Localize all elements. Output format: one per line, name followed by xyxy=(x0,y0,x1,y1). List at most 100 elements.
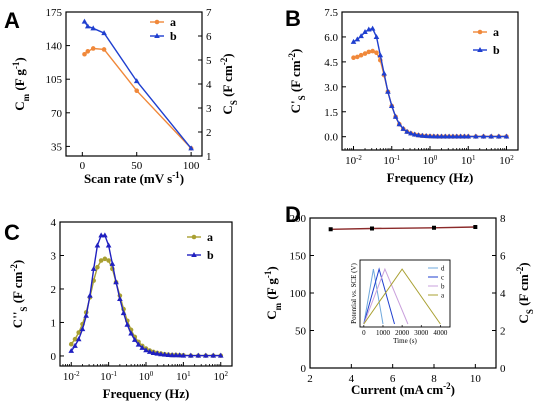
y-tick-label: 0.0 xyxy=(324,132,338,144)
x-tick-label: 10-2 xyxy=(63,370,80,383)
y2-tick-label: 5 xyxy=(206,55,212,67)
series-a-point xyxy=(90,46,96,51)
series-b-point xyxy=(98,232,104,238)
legend-label: a xyxy=(207,230,213,244)
series-b-point xyxy=(461,133,468,139)
x-axis-label: Scan rate (mV s-1) xyxy=(84,170,184,186)
y-tick-label: 140 xyxy=(46,41,63,53)
series-b-point xyxy=(369,25,376,31)
y2-tick-label: 2 xyxy=(206,127,212,139)
x-tick-label: 10-2 xyxy=(345,154,362,167)
y-tick-label: 175 xyxy=(46,7,63,19)
series-a-line xyxy=(353,50,507,138)
series-b-point xyxy=(415,132,422,138)
plot-frame xyxy=(65,11,203,157)
y-tick-label: 100 xyxy=(290,288,307,300)
y-tick-label: 4.5 xyxy=(324,57,338,69)
series-b-point xyxy=(438,133,445,139)
inset-x-tick-label: 0 xyxy=(362,329,366,337)
y-tick-label: 200 xyxy=(290,213,307,225)
series-b-point xyxy=(385,88,391,94)
series-b-point xyxy=(350,38,357,44)
series-b-point xyxy=(102,232,108,238)
y-axis-label: C'S (F cm-2) xyxy=(287,49,307,114)
panel-label-a: A xyxy=(4,8,20,33)
x-tick-label: 100 xyxy=(139,370,154,383)
series-b-point xyxy=(173,352,179,358)
inset-series-b xyxy=(363,267,409,325)
y-axis-label: C''S (F cm-2) xyxy=(9,260,29,328)
legend-label: b xyxy=(493,43,500,57)
legend-marker xyxy=(477,29,483,35)
x-tick-label: 10-1 xyxy=(100,370,117,383)
series-b-point xyxy=(158,351,164,357)
y-tick-label: 1 xyxy=(51,317,57,329)
y-tick-label: 3 xyxy=(51,250,57,262)
series-b-point xyxy=(392,113,399,119)
series-b-point xyxy=(139,344,146,350)
y-axis-label: Cm (F g-1) xyxy=(263,266,283,320)
legend-label: b xyxy=(170,29,177,43)
series-b-point xyxy=(453,133,460,139)
y-tick-label: 105 xyxy=(46,74,63,86)
series-b-point xyxy=(72,342,78,348)
series-b-point xyxy=(131,336,138,342)
series-b-point xyxy=(381,70,387,76)
y-tick-label: 50 xyxy=(295,326,307,338)
y2-tick-label: 7 xyxy=(206,7,212,19)
series-b-point xyxy=(87,292,93,298)
x-tick-label: 102 xyxy=(499,154,514,167)
series-b-point xyxy=(503,133,510,139)
series-b-point xyxy=(202,352,209,358)
series-b-point xyxy=(195,352,202,358)
series-b-point xyxy=(81,18,88,24)
legend-marker xyxy=(191,252,197,257)
series-a-point xyxy=(351,55,356,61)
series-b-point xyxy=(128,330,134,336)
x-tick-label: 101 xyxy=(461,154,476,167)
x-tick-label: 100 xyxy=(183,160,200,172)
series-point xyxy=(328,227,333,232)
series-b-point xyxy=(94,242,101,248)
plot-frame xyxy=(341,11,519,151)
y-tick-label: 3.0 xyxy=(324,82,338,94)
inset-series-a xyxy=(363,268,441,325)
series-b-point xyxy=(354,36,361,42)
series-b-point xyxy=(488,133,494,139)
legend-marker xyxy=(154,19,160,25)
x-tick-label: 102 xyxy=(213,370,228,383)
series-b-point xyxy=(419,132,426,138)
series-b-point xyxy=(75,336,82,342)
x-tick-label: 50 xyxy=(131,160,143,172)
legend-label: b xyxy=(207,248,214,262)
series-a-point xyxy=(102,256,108,262)
x-tick-label: 10 xyxy=(470,373,482,385)
inset-x-tick-label: 3000 xyxy=(414,329,429,337)
y2-tick-label: 8 xyxy=(500,213,506,225)
series-b-point xyxy=(146,348,153,354)
y2-tick-label: 6 xyxy=(500,251,506,263)
series-a-line xyxy=(84,47,192,149)
series-b-point xyxy=(480,133,487,139)
series-b-point xyxy=(423,133,429,139)
y2-tick-label: 3 xyxy=(206,103,212,115)
series-b-point xyxy=(427,133,433,139)
y2-tick-label: 0 xyxy=(500,363,506,375)
series-b-point xyxy=(187,352,194,358)
series-a-point xyxy=(98,258,104,263)
series-b-point xyxy=(210,352,217,358)
series-b-point xyxy=(124,321,131,327)
series-b-point xyxy=(442,133,449,139)
series-a-point xyxy=(85,49,91,54)
series-b-point xyxy=(154,350,161,356)
series-a-point xyxy=(355,54,360,60)
series-point xyxy=(473,225,478,229)
series-b-point xyxy=(373,33,380,39)
inset-legend-label: b xyxy=(441,283,445,291)
inset-legend-label: d xyxy=(441,265,445,273)
x-tick-label: 10-1 xyxy=(383,154,400,167)
series-b-point xyxy=(362,28,368,34)
series-b-point xyxy=(450,133,456,139)
